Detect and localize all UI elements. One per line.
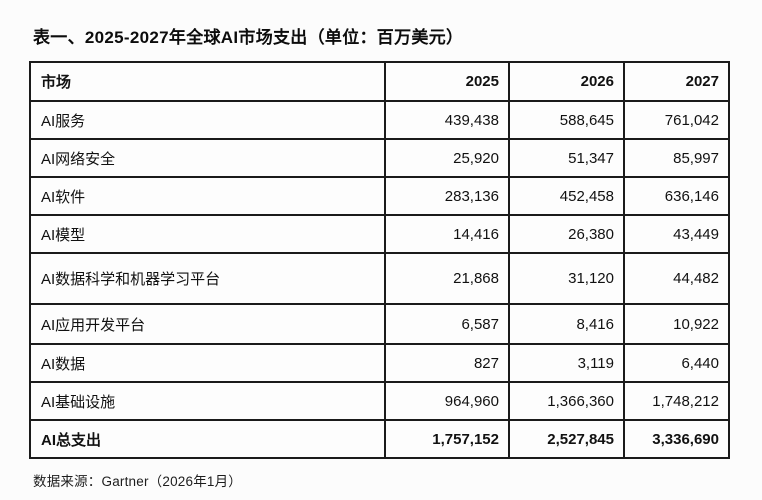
value-cell: 25,920 bbox=[384, 138, 510, 178]
table-row: AI数据 827 3,119 6,440 bbox=[29, 343, 730, 383]
header-row: 市场 2025 2026 2027 bbox=[29, 61, 730, 102]
ai-market-spending-table: 市场 2025 2026 2027 AI服务 439,438 588,645 761,… bbox=[29, 61, 730, 459]
table-row: AI总支出 1,757,152 2,527,845 3,336,690 bbox=[29, 419, 730, 459]
value-cell: 452,458 bbox=[508, 176, 625, 216]
table-body: AI服务 439,438 588,645 761,042 AI网络安全 25,920 51,… bbox=[29, 100, 730, 459]
value-cell: 2,527,845 bbox=[508, 419, 625, 459]
value-cell: 283,136 bbox=[384, 176, 510, 216]
table-row: AI应用开发平台 6,587 8,416 10,922 bbox=[29, 303, 730, 345]
value-cell: 3,119 bbox=[508, 343, 625, 383]
table-row: AI服务 439,438 588,645 761,042 bbox=[29, 100, 730, 140]
value-cell: 8,416 bbox=[508, 303, 625, 345]
value-cell: 964,960 bbox=[384, 381, 510, 421]
value-cell: 439,438 bbox=[384, 100, 510, 140]
value-cell: 636,146 bbox=[623, 176, 730, 216]
market-cell: AI网络安全 bbox=[29, 138, 386, 178]
value-cell: 21,868 bbox=[384, 252, 510, 305]
market-cell: AI应用开发平台 bbox=[29, 303, 386, 345]
table-row: AI数据科学和机器学习平台 21,868 31,120 44,482 bbox=[29, 252, 730, 305]
value-cell: 6,587 bbox=[384, 303, 510, 345]
value-cell: 31,120 bbox=[508, 252, 625, 305]
market-cell: AI总支出 bbox=[29, 419, 386, 459]
market-cell: AI数据科学和机器学习平台 bbox=[29, 252, 386, 305]
value-cell: 44,482 bbox=[623, 252, 730, 305]
market-cell: AI服务 bbox=[29, 100, 386, 140]
column-header-2027: 2027 bbox=[623, 61, 730, 102]
table-row: AI网络安全 25,920 51,347 85,997 bbox=[29, 138, 730, 178]
value-cell: 1,757,152 bbox=[384, 419, 510, 459]
value-cell: 26,380 bbox=[508, 214, 625, 254]
value-cell: 761,042 bbox=[623, 100, 730, 140]
value-cell: 85,997 bbox=[623, 138, 730, 178]
column-header-2025: 2025 bbox=[384, 61, 510, 102]
table-row: AI软件 283,136 452,458 636,146 bbox=[29, 176, 730, 216]
table-row: AI模型 14,416 26,380 43,449 bbox=[29, 214, 730, 254]
market-cell: AI软件 bbox=[29, 176, 386, 216]
value-cell: 1,748,212 bbox=[623, 381, 730, 421]
table-header: 市场 2025 2026 2027 bbox=[29, 61, 730, 102]
market-cell: AI模型 bbox=[29, 214, 386, 254]
value-cell: 6,440 bbox=[623, 343, 730, 383]
table-row: AI基础设施 964,960 1,366,360 1,748,212 bbox=[29, 381, 730, 421]
market-cell: AI基础设施 bbox=[29, 381, 386, 421]
value-cell: 43,449 bbox=[623, 214, 730, 254]
data-source-note: 数据来源：Gartner（2026年1月） bbox=[33, 474, 243, 489]
value-cell: 827 bbox=[384, 343, 510, 383]
column-header-2026: 2026 bbox=[508, 61, 625, 102]
value-cell: 588,645 bbox=[508, 100, 625, 140]
value-cell: 14,416 bbox=[384, 214, 510, 254]
table-title: 表一、2025-2027年全球AI市场支出（单位：百万美元） bbox=[33, 28, 464, 47]
market-cell: AI数据 bbox=[29, 343, 386, 383]
column-header-market: 市场 bbox=[29, 61, 386, 102]
value-cell: 10,922 bbox=[623, 303, 730, 345]
value-cell: 51,347 bbox=[508, 138, 625, 178]
value-cell: 3,336,690 bbox=[623, 419, 730, 459]
value-cell: 1,366,360 bbox=[508, 381, 625, 421]
